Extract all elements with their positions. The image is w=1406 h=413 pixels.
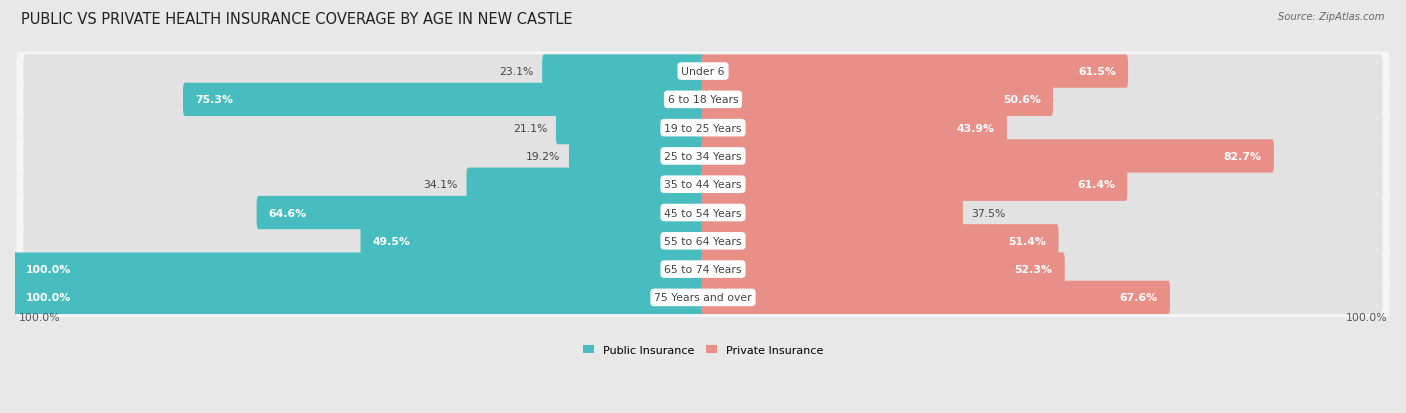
FancyBboxPatch shape — [360, 225, 704, 258]
Text: 67.6%: 67.6% — [1119, 293, 1157, 303]
FancyBboxPatch shape — [24, 253, 704, 286]
FancyBboxPatch shape — [702, 196, 963, 230]
Text: 100.0%: 100.0% — [1346, 313, 1388, 323]
FancyBboxPatch shape — [702, 112, 1007, 145]
Text: 100.0%: 100.0% — [25, 293, 70, 303]
FancyBboxPatch shape — [13, 253, 704, 286]
FancyBboxPatch shape — [702, 281, 1170, 314]
Text: 65 to 74 Years: 65 to 74 Years — [664, 264, 742, 274]
FancyBboxPatch shape — [702, 55, 1382, 88]
FancyBboxPatch shape — [569, 140, 704, 173]
FancyBboxPatch shape — [702, 253, 1382, 286]
Text: 35 to 44 Years: 35 to 44 Years — [664, 180, 742, 190]
Text: 19 to 25 Years: 19 to 25 Years — [664, 123, 742, 133]
FancyBboxPatch shape — [24, 112, 704, 145]
FancyBboxPatch shape — [17, 81, 1389, 120]
FancyBboxPatch shape — [702, 225, 1059, 258]
FancyBboxPatch shape — [702, 196, 1382, 230]
FancyBboxPatch shape — [702, 55, 1128, 88]
FancyBboxPatch shape — [17, 52, 1389, 92]
FancyBboxPatch shape — [702, 281, 1382, 314]
Text: 100.0%: 100.0% — [25, 264, 70, 274]
FancyBboxPatch shape — [17, 137, 1389, 176]
Text: 64.6%: 64.6% — [269, 208, 307, 218]
FancyBboxPatch shape — [24, 168, 704, 202]
FancyBboxPatch shape — [17, 165, 1389, 204]
Text: 6 to 18 Years: 6 to 18 Years — [668, 95, 738, 105]
FancyBboxPatch shape — [17, 278, 1389, 317]
Text: 34.1%: 34.1% — [423, 180, 458, 190]
FancyBboxPatch shape — [24, 140, 704, 173]
Text: 50.6%: 50.6% — [1002, 95, 1040, 105]
Text: 61.4%: 61.4% — [1077, 180, 1115, 190]
FancyBboxPatch shape — [555, 112, 704, 145]
FancyBboxPatch shape — [257, 196, 704, 230]
Text: 82.7%: 82.7% — [1223, 152, 1261, 161]
Text: 21.1%: 21.1% — [513, 123, 547, 133]
FancyBboxPatch shape — [543, 55, 704, 88]
FancyBboxPatch shape — [702, 168, 1382, 202]
Text: 25 to 34 Years: 25 to 34 Years — [664, 152, 742, 161]
Text: Source: ZipAtlas.com: Source: ZipAtlas.com — [1278, 12, 1385, 22]
Text: 61.5%: 61.5% — [1078, 67, 1116, 77]
FancyBboxPatch shape — [17, 109, 1389, 148]
Text: 52.3%: 52.3% — [1015, 264, 1053, 274]
FancyBboxPatch shape — [702, 168, 1128, 202]
Text: 55 to 64 Years: 55 to 64 Years — [664, 236, 742, 246]
Text: 51.4%: 51.4% — [1008, 236, 1046, 246]
Text: PUBLIC VS PRIVATE HEALTH INSURANCE COVERAGE BY AGE IN NEW CASTLE: PUBLIC VS PRIVATE HEALTH INSURANCE COVER… — [21, 12, 572, 27]
FancyBboxPatch shape — [24, 55, 704, 88]
Text: 75 Years and over: 75 Years and over — [654, 293, 752, 303]
FancyBboxPatch shape — [183, 83, 704, 117]
FancyBboxPatch shape — [702, 83, 1053, 117]
Text: 49.5%: 49.5% — [373, 236, 411, 246]
FancyBboxPatch shape — [17, 221, 1389, 261]
FancyBboxPatch shape — [24, 196, 704, 230]
Text: 100.0%: 100.0% — [18, 313, 60, 323]
FancyBboxPatch shape — [702, 140, 1274, 173]
FancyBboxPatch shape — [24, 281, 704, 314]
FancyBboxPatch shape — [702, 112, 1382, 145]
FancyBboxPatch shape — [702, 83, 1382, 117]
FancyBboxPatch shape — [467, 168, 704, 202]
FancyBboxPatch shape — [17, 250, 1389, 289]
Text: 45 to 54 Years: 45 to 54 Years — [664, 208, 742, 218]
FancyBboxPatch shape — [702, 140, 1382, 173]
FancyBboxPatch shape — [24, 83, 704, 117]
FancyBboxPatch shape — [17, 193, 1389, 233]
Text: 75.3%: 75.3% — [195, 95, 233, 105]
FancyBboxPatch shape — [13, 281, 704, 314]
Legend: Public Insurance, Private Insurance: Public Insurance, Private Insurance — [579, 341, 827, 360]
FancyBboxPatch shape — [702, 225, 1382, 258]
Text: 23.1%: 23.1% — [499, 67, 534, 77]
Text: 19.2%: 19.2% — [526, 152, 561, 161]
FancyBboxPatch shape — [702, 253, 1064, 286]
FancyBboxPatch shape — [24, 225, 704, 258]
Text: Under 6: Under 6 — [682, 67, 724, 77]
Text: 37.5%: 37.5% — [972, 208, 1005, 218]
Text: 43.9%: 43.9% — [956, 123, 994, 133]
